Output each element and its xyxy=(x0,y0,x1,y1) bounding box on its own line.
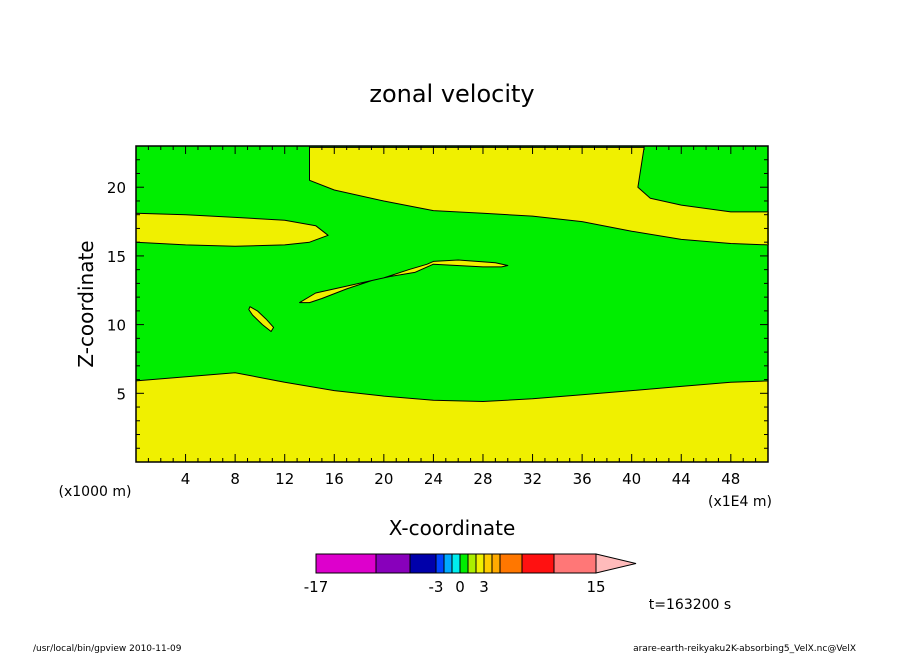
colorbar: -17 -3 0 3 15 xyxy=(304,553,637,596)
y-unit-label: (x1000 m) xyxy=(59,484,132,500)
x-tick-label: 28 xyxy=(473,470,492,488)
x-unit-label: (x1E4 m) xyxy=(708,494,772,510)
x-tick-label: 24 xyxy=(424,470,443,488)
x-tick-label: 32 xyxy=(523,470,542,488)
region-top-right-layer xyxy=(309,146,769,246)
x-tick-label: 20 xyxy=(374,470,393,488)
y-tick-label: 20 xyxy=(107,179,126,197)
colorbar-tick-label: 3 xyxy=(479,578,489,596)
region-diagonal-streak xyxy=(299,259,509,304)
x-tick-label: 40 xyxy=(622,470,641,488)
colorbar-segment xyxy=(483,553,493,574)
colorbar-segment xyxy=(315,553,377,574)
colorbar-segment xyxy=(435,553,445,574)
x-tick-label: 4 xyxy=(181,470,191,488)
colorbar-segment xyxy=(459,553,469,574)
time-annotation: t=163200 s xyxy=(649,597,731,613)
region-left-band xyxy=(135,212,329,247)
colorbar-segment xyxy=(467,553,477,574)
colorbar-tick-label: -3 xyxy=(429,578,444,596)
colorbar-overflow-arrow xyxy=(595,553,637,574)
x-tick-label: 44 xyxy=(672,470,691,488)
plot-area xyxy=(135,145,769,463)
colorbar-segment xyxy=(409,553,437,574)
colorbar-segment xyxy=(475,553,485,574)
colorbar-segment xyxy=(491,553,501,574)
plot-frame xyxy=(135,145,769,463)
x-axis-title: X-coordinate xyxy=(389,516,516,540)
x-tick-label: 8 xyxy=(230,470,240,488)
colorbar-segment xyxy=(443,553,453,574)
region-small-oval xyxy=(248,306,275,332)
x-axis: 4 8 12 16 20 24 28 32 36 40 44 48 xyxy=(147,146,757,488)
y-tick-label: 5 xyxy=(116,385,126,403)
y-axis-title: Z-coordinate xyxy=(74,240,98,367)
colorbar-segment xyxy=(521,553,555,574)
x-tick-label: 12 xyxy=(275,470,294,488)
footer-left: /usr/local/bin/gpview 2010-11-09 xyxy=(33,644,182,654)
colorbar-segment xyxy=(553,553,597,574)
x-tick-label: 48 xyxy=(721,470,740,488)
chart-title: zonal velocity xyxy=(369,80,534,108)
y-axis: 5 10 15 20 xyxy=(107,159,768,449)
x-tick-label: 16 xyxy=(325,470,344,488)
colorbar-segment xyxy=(375,553,411,574)
colorbar-tick-label: 0 xyxy=(455,578,465,596)
footer-right: arare-earth-reikyaku2K-absorbing5_VelX.n… xyxy=(633,644,856,654)
y-tick-label: 15 xyxy=(107,248,126,266)
colorbar-segment xyxy=(499,553,523,574)
y-tick-label: 10 xyxy=(107,317,126,335)
x-tick-label: 36 xyxy=(573,470,592,488)
colorbar-tick-label: -17 xyxy=(304,578,329,596)
colorbar-segment xyxy=(451,553,461,574)
colorbar-tick-label: 15 xyxy=(586,578,605,596)
